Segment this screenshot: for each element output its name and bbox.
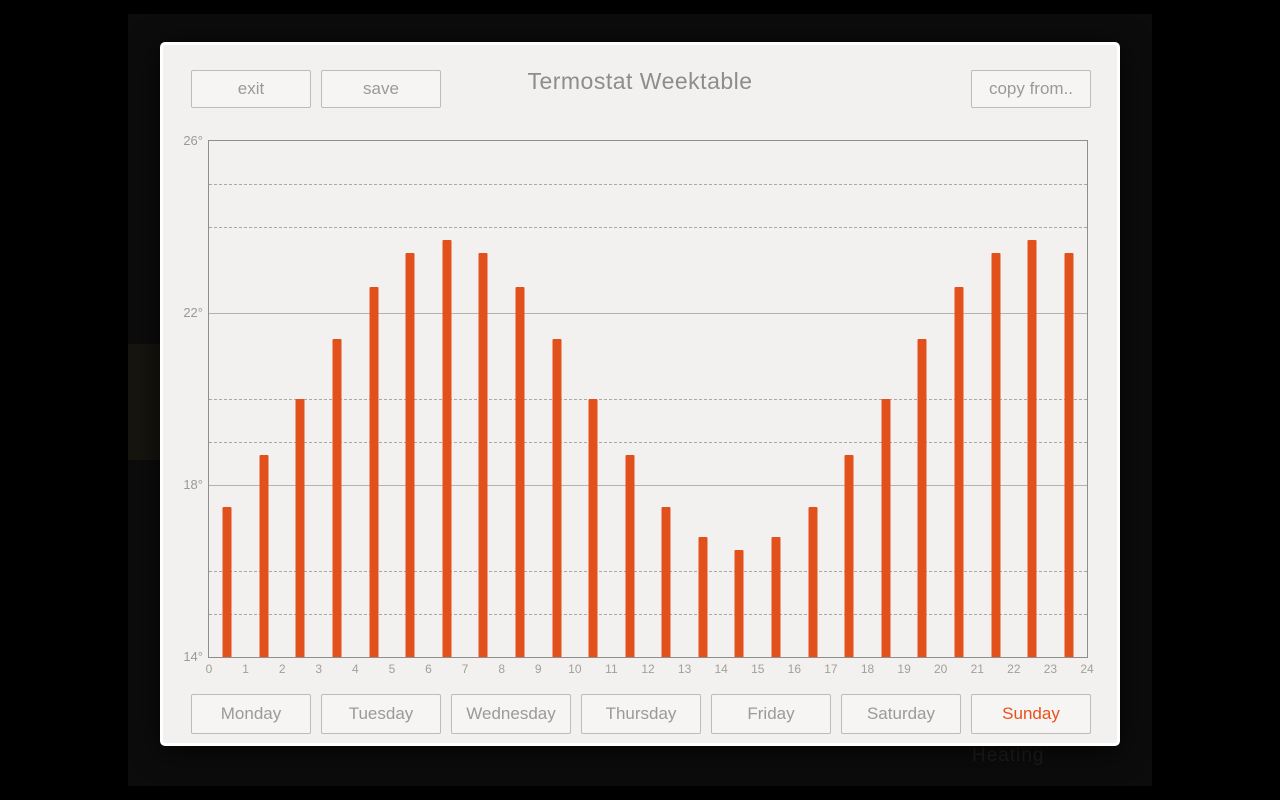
- x-axis-label-12: 12: [641, 662, 655, 676]
- x-axis-label-23: 23: [1043, 662, 1058, 676]
- thermostat-weektable-dialog: exit save Termostat Weektable copy from.…: [160, 42, 1120, 746]
- x-axis-label-3: 3: [315, 662, 323, 676]
- temp-bar-hour-11[interactable]: [625, 454, 635, 657]
- x-axis-label-14: 14: [714, 662, 728, 676]
- y-axis-label-22: 22°: [183, 304, 203, 320]
- y-axis-label-14: 14°: [183, 649, 203, 664]
- x-axis-label-17: 17: [824, 662, 838, 676]
- temp-bar-hour-2[interactable]: [295, 399, 305, 657]
- x-axis-label-9: 9: [534, 662, 542, 676]
- x-axis-label-5: 5: [388, 662, 396, 676]
- x-axis-label-13: 13: [677, 662, 692, 676]
- day-tab-thursday[interactable]: Thursday: [581, 694, 701, 734]
- background-watermark: Heating: [972, 745, 1045, 766]
- gridline-25: [209, 184, 1087, 185]
- temp-bar-hour-22[interactable]: [1027, 239, 1037, 657]
- x-axis-label-8: 8: [498, 662, 505, 676]
- page-title: Termostat Weektable: [527, 68, 753, 94]
- x-axis-label-7: 7: [461, 662, 469, 676]
- temp-bar-hour-3[interactable]: [332, 338, 342, 657]
- temp-bar-hour-15[interactable]: [771, 536, 781, 657]
- x-axis-label-21: 21: [970, 662, 984, 676]
- x-axis-label-10: 10: [568, 662, 582, 676]
- temp-bar-hour-10[interactable]: [588, 399, 598, 657]
- temp-bar-hour-14[interactable]: [734, 549, 744, 657]
- temp-bar-hour-0[interactable]: [222, 506, 232, 657]
- x-axis-label-15: 15: [751, 662, 765, 676]
- temp-bar-hour-1[interactable]: [259, 454, 269, 657]
- temp-bar-hour-18[interactable]: [881, 399, 891, 657]
- temp-bar-hour-20[interactable]: [954, 287, 964, 657]
- temp-bar-hour-4[interactable]: [369, 287, 379, 657]
- x-axis-label-22: 22: [1007, 662, 1021, 676]
- background-glow: [128, 344, 162, 460]
- day-tab-sunday[interactable]: Sunday: [971, 694, 1091, 734]
- day-tab-monday[interactable]: Monday: [191, 694, 311, 734]
- x-axis-label-4: 4: [351, 662, 359, 676]
- gridline-24: [209, 227, 1087, 228]
- temp-bar-hour-23[interactable]: [1064, 252, 1074, 657]
- x-axis-label-20: 20: [933, 662, 948, 676]
- exit-button[interactable]: exit: [191, 70, 311, 108]
- temp-bar-hour-12[interactable]: [661, 506, 671, 657]
- temperature-week-chart[interactable]: 26° 22° 18° 14° 0 1 2 3 4 5 6 7 8 9 10 11 12 13 14 15 16 17 18…: [183, 133, 1093, 676]
- x-axis-label-2: 2: [278, 662, 286, 676]
- temp-bar-hour-16[interactable]: [808, 506, 818, 657]
- x-axis-label-1: 1: [242, 662, 249, 676]
- temp-bar-hour-6[interactable]: [442, 239, 452, 657]
- temp-bar-hour-5[interactable]: [405, 252, 415, 657]
- x-axis-label-16: 16: [787, 662, 802, 676]
- day-tab-friday[interactable]: Friday: [711, 694, 831, 734]
- x-axis-label-6: 6: [425, 662, 432, 676]
- temp-bar-hour-8[interactable]: [515, 287, 525, 657]
- x-axis-label-0: 0: [205, 662, 213, 676]
- temp-bar-hour-21[interactable]: [991, 252, 1001, 657]
- temp-bar-hour-9[interactable]: [552, 338, 562, 657]
- day-tab-bar: Monday Tuesday Wednesday Thursday Friday Satu…: [191, 694, 1091, 734]
- y-axis-label-26: 26°: [183, 133, 203, 148]
- day-tab-wednesday[interactable]: Wednesday: [451, 694, 571, 734]
- x-axis-label-19: 19: [897, 662, 911, 676]
- day-tab-tuesday[interactable]: Tuesday: [321, 694, 441, 734]
- day-tab-saturday[interactable]: Saturday: [841, 694, 961, 734]
- x-axis-label-24: 24: [1080, 662, 1094, 676]
- x-axis-label-18: 18: [860, 662, 875, 676]
- temp-bar-hour-17[interactable]: [844, 454, 854, 657]
- temp-bar-hour-19[interactable]: [917, 338, 927, 657]
- temp-bar-hour-7[interactable]: [478, 252, 488, 657]
- temp-bar-hour-13[interactable]: [698, 536, 708, 657]
- y-axis-label-18: 18°: [183, 476, 203, 492]
- save-button[interactable]: save: [321, 70, 441, 108]
- copy-from-button[interactable]: copy from..: [971, 70, 1091, 108]
- x-axis-label-11: 11: [605, 662, 618, 676]
